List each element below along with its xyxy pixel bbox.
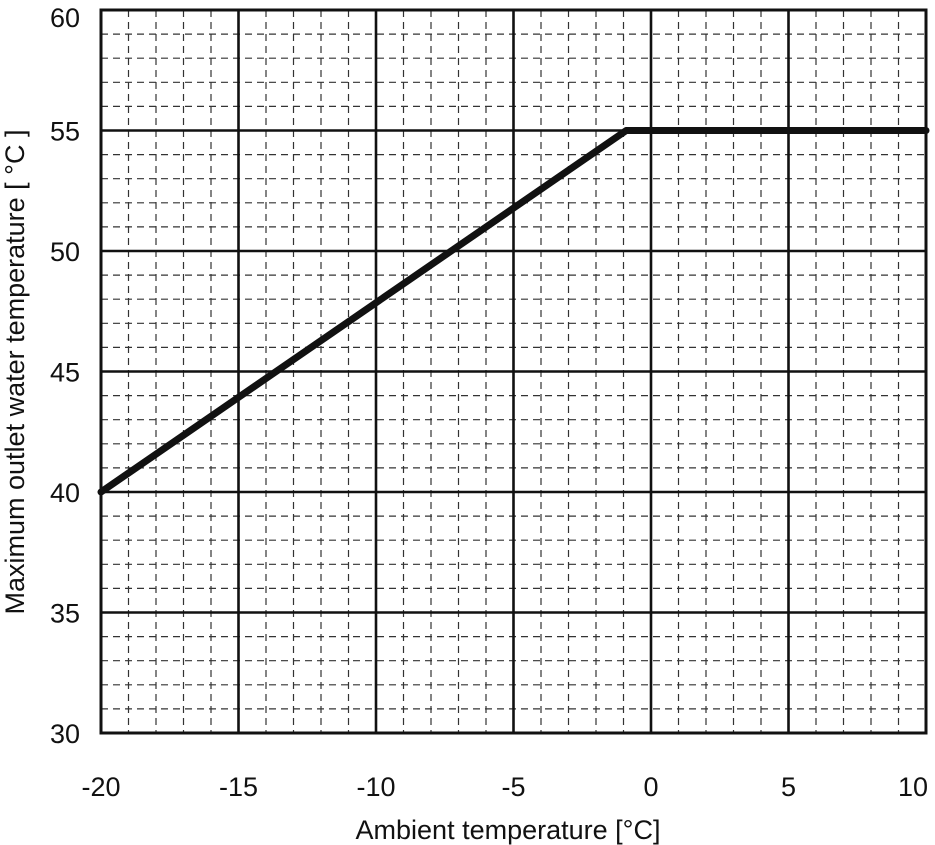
x-axis-title: Ambient temperature [°C] — [356, 815, 661, 845]
y-tick-label: 45 — [50, 358, 80, 388]
x-tick-label: 10 — [898, 772, 928, 802]
plot-border — [99, 8, 928, 735]
x-tick-label: -10 — [356, 772, 395, 802]
x-tick-label: 5 — [781, 772, 796, 802]
y-tick-label: 30 — [50, 719, 80, 749]
y-tick-label: 35 — [50, 599, 80, 629]
x-tick-label: 0 — [643, 772, 658, 802]
y-tick-label: 60 — [50, 3, 80, 33]
x-tick-label: -20 — [81, 772, 120, 802]
series-layer — [97, 127, 930, 496]
y-tick-label: 40 — [50, 478, 80, 508]
x-tick-label: -15 — [219, 772, 258, 802]
plot-frame — [99, 8, 928, 735]
series-line — [97, 127, 930, 496]
y-tick-label: 55 — [50, 117, 80, 147]
y-axis-ticks: 30 35 40 45 50 55 60 — [50, 3, 80, 749]
major-grid — [101, 10, 926, 733]
x-axis-ticks: -20 -15 -10 -5 0 5 10 — [81, 772, 928, 802]
y-tick-label: 50 — [50, 237, 80, 267]
x-tick-label: -5 — [501, 772, 525, 802]
y-axis-title: Maximum outlet water temperature [ °C ] — [0, 130, 30, 615]
